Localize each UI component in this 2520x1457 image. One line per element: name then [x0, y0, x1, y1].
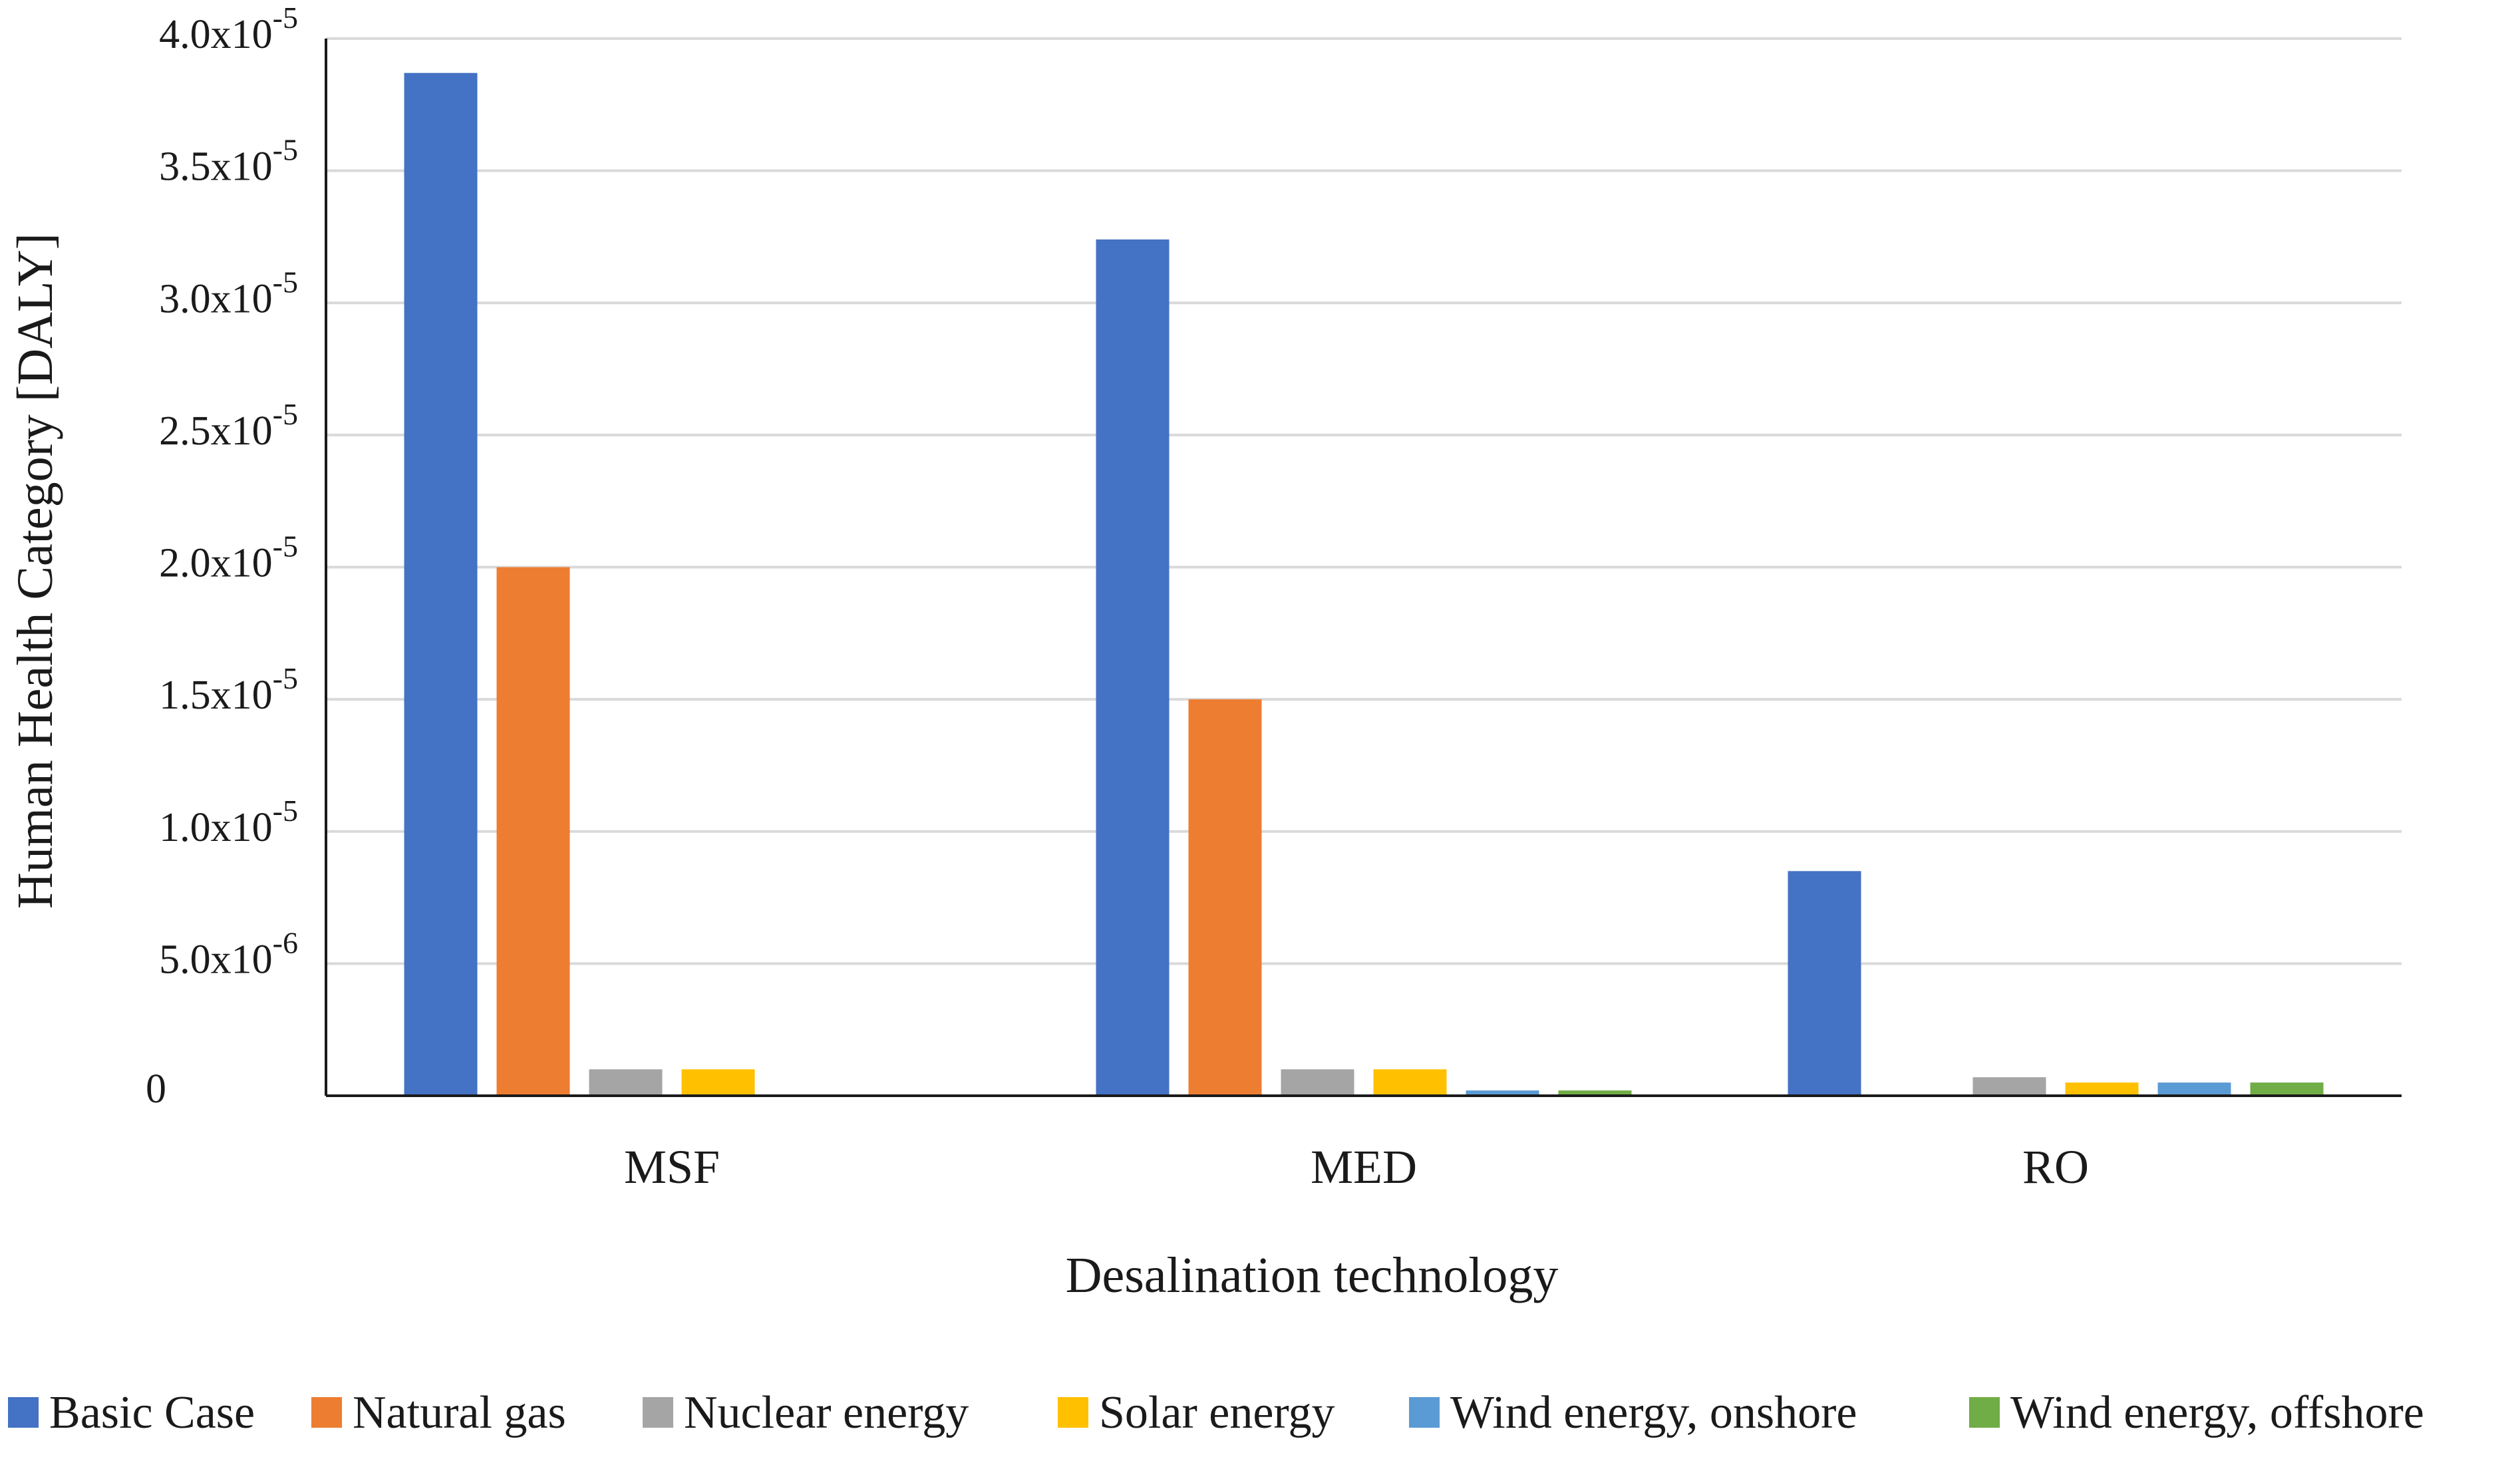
legend-label: Nuclear energy — [684, 1387, 969, 1438]
bar-med-wind-energy-onshore — [1466, 1090, 1539, 1096]
legend-swatch — [1058, 1397, 1088, 1428]
y-tick-exponent: -5 — [273, 530, 298, 564]
y-tick-label: 1.5x10-5 — [159, 661, 298, 718]
x-tick-label: RO — [2022, 1140, 2089, 1194]
bar-med-natural-gas — [1188, 699, 1262, 1096]
legend: Basic Case Natural gas Nuclear energy Solar… — [8, 1387, 2424, 1438]
axes — [325, 39, 2402, 1097]
y-tick-exponent: -5 — [273, 1, 298, 35]
y-tick-exponent: -5 — [273, 397, 298, 431]
y-tick-label: 3.5x10-5 — [159, 133, 298, 190]
gridlines — [326, 37, 2402, 965]
legend-item: Nuclear energy — [643, 1387, 969, 1438]
bar-msf-solar-energy — [681, 1069, 755, 1096]
legend-item: Basic Case — [8, 1387, 255, 1438]
bar-msf-natural-gas — [496, 567, 570, 1096]
legend-label: Wind energy, onshore — [1450, 1387, 1857, 1438]
legend-swatch — [643, 1397, 673, 1428]
bar-msf-nuclear-energy — [589, 1069, 663, 1096]
legend-label: Basic Case — [49, 1387, 255, 1438]
y-tick-exponent: -6 — [273, 925, 298, 959]
bar-ro-wind-energy-offshore — [2250, 1082, 2324, 1096]
bar-ro-nuclear-energy — [1972, 1077, 2046, 1096]
bar-ro-wind-energy-onshore — [2157, 1082, 2231, 1096]
legend-item: Wind energy, offshore — [1969, 1387, 2424, 1438]
x-axis-title: Desalination technology — [1066, 1247, 1559, 1303]
y-tick-exponent: -5 — [273, 265, 298, 299]
x-tick-label: MED — [1311, 1140, 1417, 1194]
y-tick-label: 0 — [146, 1066, 166, 1112]
legend-swatch — [1969, 1397, 2000, 1428]
y-axis-title: Human Health Category [DALY] — [7, 233, 63, 909]
bar-ro-solar-energy — [2065, 1082, 2139, 1096]
y-tick-label: 4.0x10-5 — [159, 1, 298, 57]
y-tick-label: 2.0x10-5 — [159, 530, 298, 586]
y-tick-exponent: -5 — [273, 133, 298, 167]
y-tick-label: 2.5x10-5 — [159, 397, 298, 454]
y-tick-label: 1.0x10-5 — [159, 794, 298, 850]
legend-swatch — [311, 1397, 342, 1428]
legend-label: Solar energy — [1099, 1387, 1335, 1438]
bar-med-nuclear-energy — [1281, 1069, 1354, 1096]
legend-swatch — [1409, 1397, 1440, 1428]
x-tick-label: MSF — [624, 1140, 720, 1194]
legend-swatch — [8, 1397, 39, 1428]
y-tick-exponent: -5 — [273, 661, 298, 695]
bar-med-wind-energy-offshore — [1558, 1090, 1632, 1096]
bar-med-solar-energy — [1373, 1069, 1447, 1096]
y-tick-exponent: -5 — [273, 794, 298, 828]
legend-item: Natural gas — [311, 1387, 566, 1438]
bar-msf-basic-case — [404, 73, 478, 1096]
bars — [404, 73, 2324, 1096]
legend-item: Wind energy, onshore — [1409, 1387, 1857, 1438]
y-tick-label: 5.0x10-6 — [159, 925, 298, 982]
legend-item: Solar energy — [1058, 1387, 1335, 1438]
y-tick-label: 3.0x10-5 — [159, 265, 298, 321]
legend-label: Wind energy, offshore — [2010, 1387, 2424, 1438]
bar-med-basic-case — [1096, 239, 1170, 1096]
bar-ro-basic-case — [1788, 871, 1861, 1096]
y-tick-labels: 0 5.0x10-6 1.0x10-5 1.5x10-5 2.0x10-5 2.5x10-… — [146, 1, 298, 1112]
legend-label: Natural gas — [353, 1387, 566, 1438]
x-tick-labels: MSF MED RO — [624, 1140, 2089, 1194]
